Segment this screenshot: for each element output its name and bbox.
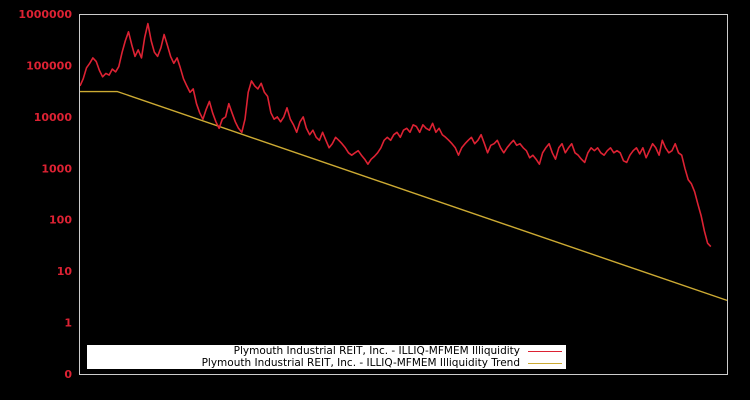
y-tick-label: 1000000 [18,8,72,21]
y-tick-label: 1000 [41,162,72,175]
legend-item-illiquidity-trend: Plymouth Industrial REIT, Inc. - ILLIQ-M… [202,357,566,369]
plot-frame [79,14,728,375]
series-layer [79,22,728,302]
y-tick-label: 10 [57,265,73,278]
y-tick-label: 0 [64,368,72,381]
legend-swatch-gold-line-icon [528,362,562,364]
y-tick-label: 100 [49,214,72,227]
y-tick-label: 1 [64,317,72,330]
legend-label: Plymouth Industrial REIT, Inc. - ILLIQ-M… [201,357,520,369]
y-tick-label: 100000 [26,59,72,72]
chart-legend: Plymouth Industrial REIT, Inc. - ILLIQ-M… [87,345,566,369]
illiquidity-trend-line [80,90,728,302]
legend-swatch-red-line-icon [528,350,562,352]
illiquidity-line [79,22,712,248]
legend-label: Plymouth Industrial REIT, Inc. - ILLIQ-M… [233,345,520,357]
y-tick-label: 10000 [34,111,73,124]
legend-item-illiquidity: Plymouth Industrial REIT, Inc. - ILLIQ-M… [234,345,566,357]
